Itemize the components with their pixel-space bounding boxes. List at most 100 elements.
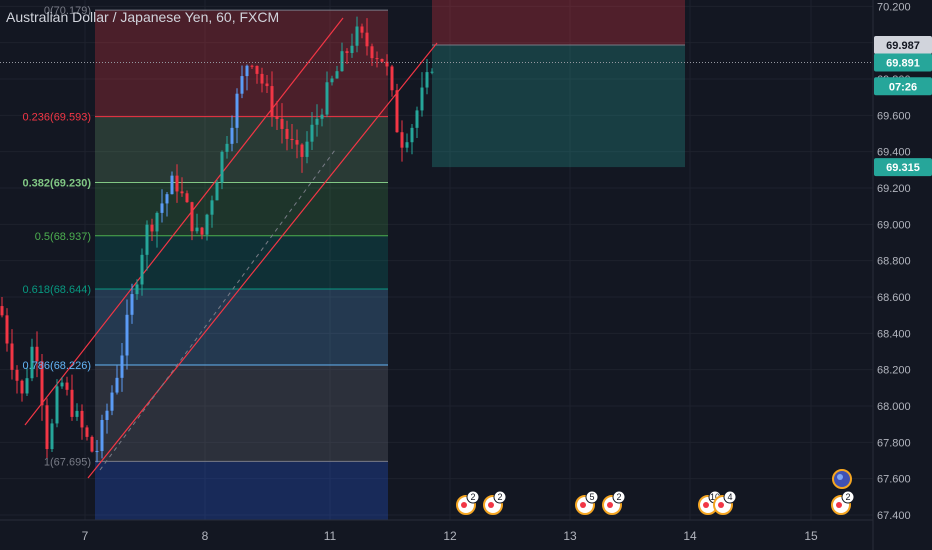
- candle: [70, 374, 74, 421]
- y-tick-label: 67.800: [877, 437, 911, 449]
- fib-level-label: 0(70.179): [44, 5, 91, 17]
- candle: [140, 248, 144, 296]
- candle: [65, 376, 69, 396]
- price-badge-label: 07:26: [889, 81, 917, 93]
- candle: [305, 131, 309, 164]
- globe-icon[interactable]: [832, 469, 852, 489]
- event-marker[interactable]: 10: [698, 490, 722, 515]
- candle: [205, 213, 209, 241]
- candle: [110, 385, 114, 416]
- candle: [95, 439, 99, 463]
- fib-level-label: 0.382(69.230): [23, 178, 92, 190]
- event-marker[interactable]: 2: [602, 490, 626, 515]
- event-marker-count: 4: [727, 492, 732, 502]
- candle: [190, 201, 194, 241]
- candle: [105, 403, 109, 434]
- candle: [100, 414, 104, 459]
- candle: [175, 164, 179, 203]
- candle: [35, 331, 39, 378]
- candle: [415, 106, 419, 139]
- channel-lower-line: [87, 42, 438, 479]
- candle: [120, 342, 124, 392]
- candle: [290, 124, 294, 149]
- candle: [80, 404, 84, 440]
- candle: [210, 195, 214, 228]
- candle: [55, 379, 59, 428]
- price-badge: 69.315: [874, 158, 932, 177]
- price-badge-label: 69.987: [886, 40, 920, 52]
- candle: [320, 108, 324, 127]
- candle: [300, 143, 304, 173]
- candle: [340, 42, 344, 72]
- candle: [30, 338, 34, 382]
- event-marker[interactable]: 5: [575, 490, 599, 515]
- candle: [295, 129, 299, 159]
- trend-channel[interactable]: [24, 17, 438, 479]
- event-marker[interactable]: 2: [831, 490, 855, 515]
- candle: [255, 65, 259, 84]
- candle: [285, 120, 289, 151]
- candle: [130, 283, 134, 324]
- event-marker-count: 2: [470, 492, 475, 502]
- fib-zone: [95, 10, 388, 117]
- candle: [355, 16, 359, 53]
- candle: [245, 64, 249, 91]
- candle: [90, 435, 94, 453]
- time-axis[interactable]: 7 8 11 12 13 14 15: [0, 519, 873, 543]
- event-marker[interactable]: 4: [713, 490, 737, 515]
- candle: [200, 226, 204, 240]
- candle: [25, 367, 29, 397]
- y-tick-label: 70.200: [877, 1, 911, 13]
- candle: [180, 177, 184, 197]
- candle: [365, 18, 369, 56]
- event-markers[interactable]: 2 2 5 2 10 4 2: [456, 469, 855, 515]
- candle: [400, 120, 404, 162]
- candle: [425, 59, 429, 95]
- candle: [50, 418, 54, 452]
- event-marker-count: 5: [589, 492, 594, 502]
- y-tick-label: 68.000: [877, 401, 911, 413]
- candle: [270, 71, 274, 127]
- candle: [5, 308, 9, 352]
- candle: [395, 83, 399, 133]
- fib-retracement[interactable]: [95, 9, 388, 520]
- candle: [275, 101, 279, 131]
- fib-zone: [95, 235, 388, 290]
- event-marker-count: 2: [497, 492, 502, 502]
- candle: [195, 213, 199, 234]
- price-badge-label: 69.315: [886, 162, 920, 174]
- candle: [215, 179, 219, 201]
- candle: [330, 75, 334, 86]
- event-marker-count: 2: [616, 492, 621, 502]
- candle: [325, 71, 329, 118]
- candle: [360, 23, 364, 39]
- channel-mid-line: [99, 149, 336, 471]
- candle: [15, 365, 19, 394]
- fib-level-label: 0.236(69.593): [23, 112, 92, 124]
- y-tick-label: 69.600: [877, 110, 911, 122]
- candle: [165, 191, 169, 217]
- event-marker[interactable]: 2: [456, 490, 480, 515]
- candle: [260, 67, 264, 93]
- candle: [385, 54, 389, 76]
- grid: [0, 0, 873, 520]
- candle: [85, 425, 89, 441]
- target-zone: [432, 45, 685, 168]
- candle: [185, 190, 189, 203]
- event-marker[interactable]: 2: [483, 490, 507, 515]
- candle: [250, 64, 254, 70]
- fib-zone: [95, 364, 388, 462]
- candle: [155, 211, 159, 248]
- candle: [0, 296, 4, 318]
- x-tick-label: 11: [324, 529, 337, 543]
- candle: [235, 88, 239, 144]
- position-tool[interactable]: [432, 0, 685, 168]
- candle: [125, 299, 129, 370]
- candle: [310, 112, 314, 151]
- candle: [115, 365, 119, 395]
- fib-level-label: 0.618(68.644): [23, 284, 92, 296]
- candle: [45, 398, 49, 459]
